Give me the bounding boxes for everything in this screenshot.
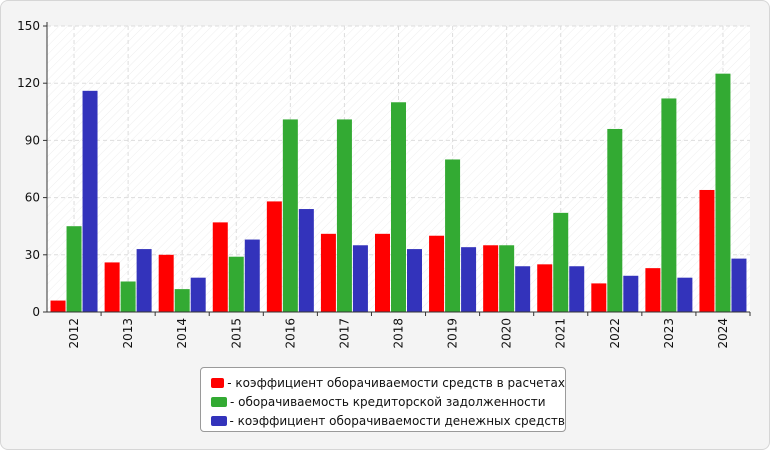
- bar-2019-series-3: [461, 247, 477, 312]
- bar-2024-series-2: [715, 73, 731, 313]
- legend-swatch-red: [211, 377, 225, 388]
- bar-2021-series-3: [569, 266, 585, 312]
- y-tick-label: 120: [17, 76, 40, 90]
- x-tick-label: 2016: [283, 318, 297, 349]
- bar-2018-series-2: [391, 102, 406, 313]
- legend-swatch-blue: [211, 415, 227, 426]
- legend-item-payables-turnover: - оборачиваемость кредиторской задолженн…: [211, 392, 565, 411]
- x-tick-label: 2019: [446, 318, 460, 349]
- legend-label: - оборачиваемость кредиторской задолженн…: [230, 394, 546, 409]
- bar-2017-series-1: [320, 233, 336, 312]
- bar-2022-series-1: [591, 283, 607, 312]
- bar-2021-series-1: [537, 264, 553, 312]
- x-tick-label: 2014: [175, 318, 189, 349]
- bar-2017-series-3: [352, 245, 368, 312]
- y-tick-label: 90: [25, 133, 40, 147]
- bar-2023-series-1: [645, 268, 661, 312]
- y-tick-label: 0: [32, 305, 40, 319]
- x-tick-label: 2024: [716, 318, 730, 349]
- x-tick-label: 2017: [337, 318, 351, 349]
- y-tick-label: 150: [17, 19, 40, 33]
- legend-label: - коэффициент оборачиваемости денежных с…: [229, 413, 566, 428]
- bar-2015-series-2: [228, 256, 244, 312]
- bar-2018-series-3: [407, 249, 422, 312]
- legend-item-cash-turnover: - коэффициент оборачиваемости денежных с…: [211, 411, 565, 430]
- axes: [43, 22, 751, 316]
- x-tick-labels: 2012 2013 2014 2015 2016 2017 2018 2019 2020 2021…: [67, 318, 730, 349]
- bar-2015-series-1: [212, 222, 228, 312]
- x-tick-label: 2013: [121, 318, 135, 349]
- bar-2012-series-2: [66, 226, 82, 312]
- bars: [50, 73, 747, 313]
- x-tick-label: 2018: [392, 318, 406, 349]
- bar-2020-series-1: [483, 245, 499, 312]
- bar-2017-series-2: [336, 119, 352, 312]
- bar-2019-series-2: [445, 159, 461, 312]
- bar-2015-series-3: [244, 239, 260, 312]
- legend-item-receivables-turnover: - коэффициент оборачиваемости средств в …: [211, 373, 565, 392]
- bar-2016-series-3: [298, 209, 314, 312]
- bar-2012-series-3: [82, 90, 98, 313]
- x-tick-label: 2012: [67, 318, 81, 349]
- legend-swatch-green: [211, 396, 227, 407]
- bar-2022-series-3: [623, 275, 639, 312]
- bar-2020-series-3: [515, 266, 531, 312]
- x-tick-label: 2022: [608, 318, 622, 349]
- bar-2021-series-2: [553, 212, 569, 312]
- bar-2013-series-2: [120, 281, 136, 312]
- y-tick-labels: 0 30 60 90 120 150: [17, 19, 40, 319]
- x-tick-label: 2023: [662, 318, 676, 349]
- bar-2013-series-3: [136, 249, 152, 312]
- bar-2014-series-2: [174, 289, 190, 312]
- bar-2016-series-2: [282, 119, 298, 312]
- bar-2023-series-3: [677, 277, 693, 312]
- x-tick-label: 2020: [500, 318, 514, 349]
- bar-2019-series-1: [429, 235, 445, 312]
- bar-2014-series-1: [158, 254, 174, 312]
- bar-2023-series-2: [661, 98, 677, 312]
- y-tick-label: 60: [25, 191, 40, 205]
- bar-2022-series-2: [607, 128, 623, 312]
- bar-2024-series-3: [731, 258, 747, 312]
- bar-2013-series-1: [104, 262, 120, 312]
- legend-label: - коэффициент оборачиваемости средств в …: [227, 375, 565, 390]
- bar-2014-series-3: [190, 277, 206, 312]
- x-tick-label: 2021: [554, 318, 568, 349]
- y-tick-label: 30: [25, 248, 40, 262]
- bar-2018-series-1: [375, 233, 390, 312]
- bar-2024-series-1: [699, 189, 715, 312]
- bar-2012-series-1: [50, 300, 66, 312]
- bar-2020-series-2: [499, 245, 515, 312]
- legend: - коэффициент оборачиваемости средств в …: [200, 367, 566, 432]
- x-tick-label: 2015: [229, 318, 243, 349]
- bar-2016-series-1: [266, 201, 282, 312]
